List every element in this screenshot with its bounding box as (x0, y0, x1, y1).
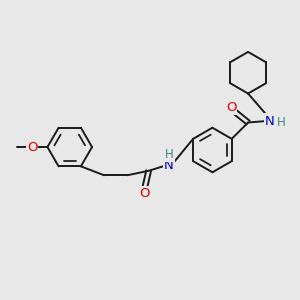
Text: N: N (164, 159, 174, 172)
Text: N: N (265, 115, 274, 128)
Text: O: O (27, 140, 37, 154)
Text: O: O (226, 101, 236, 114)
Text: H: H (276, 116, 285, 129)
Text: O: O (139, 187, 149, 200)
Text: H: H (164, 148, 173, 160)
